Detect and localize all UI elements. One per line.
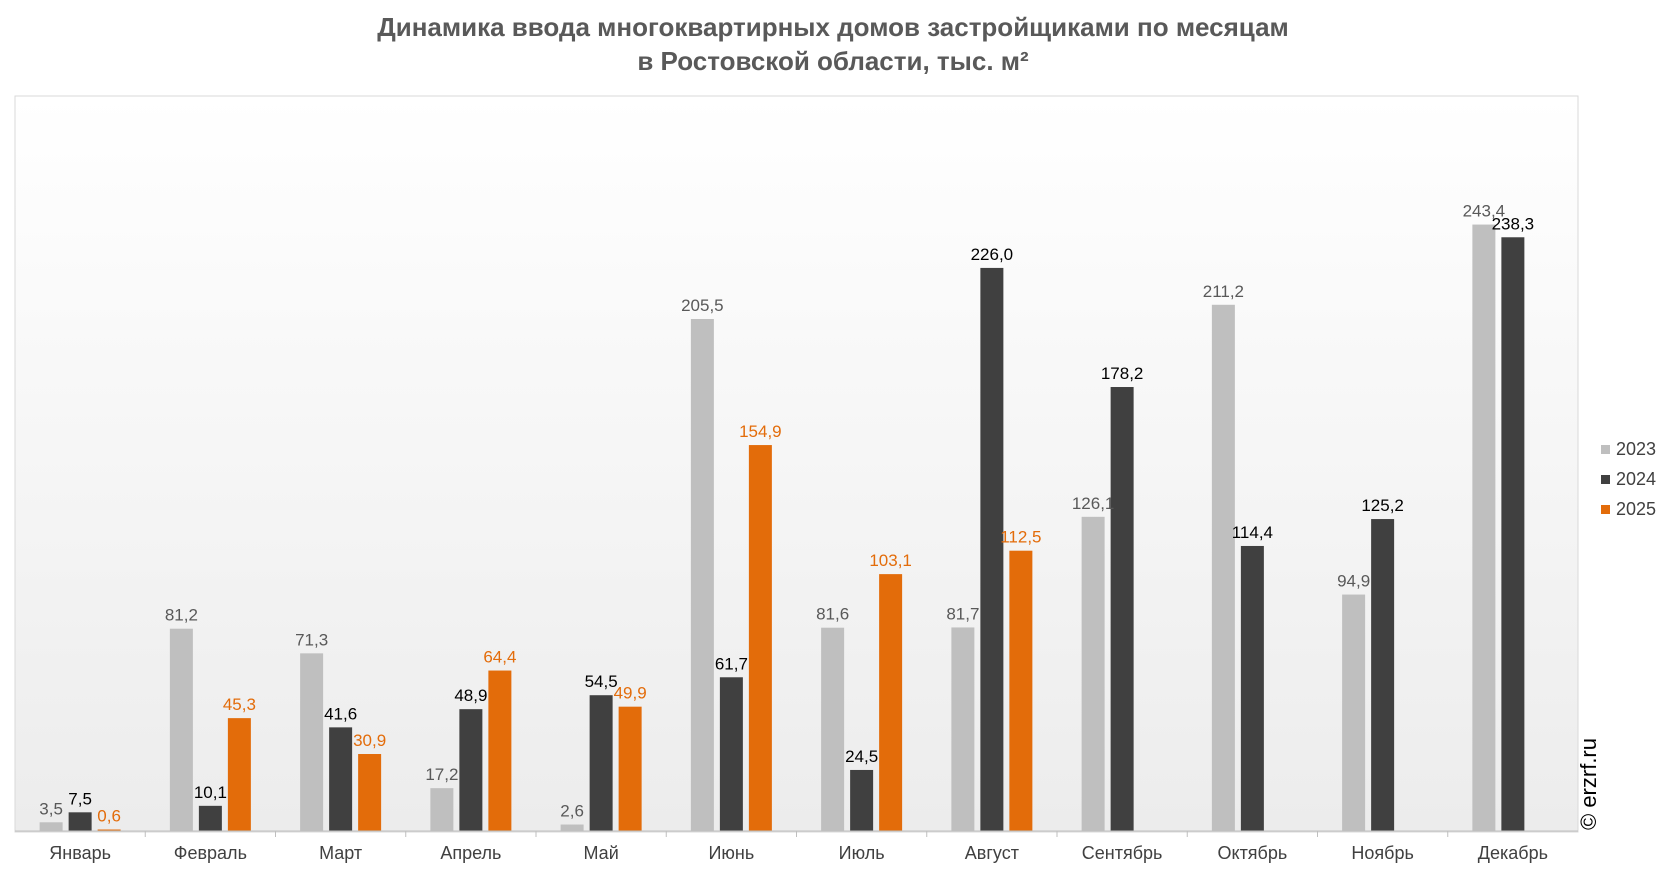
category-label-11: Декабрь [1478, 843, 1548, 863]
value-label-2024-10: 125,2 [1361, 496, 1404, 515]
bar-2023-1 [169, 628, 193, 831]
legend-swatch-2023 [1601, 444, 1610, 454]
legend-label-2024: 2024 [1616, 468, 1657, 489]
bar-2025-5 [748, 445, 772, 831]
value-label-2024-2: 41,6 [324, 704, 357, 723]
bar-2024-0 [68, 812, 92, 831]
category-label-4: Май [583, 843, 618, 863]
bar-2024-1 [198, 805, 222, 831]
value-label-2023-10: 94,9 [1337, 572, 1370, 591]
value-label-2025-7: 112,5 [1000, 528, 1041, 547]
bar-2025-1 [227, 718, 251, 831]
value-label-2023-7: 81,7 [946, 604, 979, 623]
bar-2025-0 [97, 829, 121, 831]
chart-title-line2: в Ростовской области, тыс. м² [637, 46, 1029, 76]
bar-2023-0 [39, 822, 63, 831]
category-label-2: Март [319, 843, 362, 863]
legend-label-2025: 2025 [1616, 498, 1657, 519]
bar-2024-4 [589, 695, 613, 831]
watermark: © erzrf.ru [1576, 738, 1601, 830]
value-labels-layer: 3,5 7,5 0,6 81,2 10,1 45,3 71,3 41,6 30,9 17,2 48,… [39, 202, 1534, 826]
category-label-0: Январь [49, 843, 111, 863]
chart-title: Динамика ввода многоквартирных домов зас… [0, 10, 1666, 78]
value-label-2025-5: 154,9 [739, 422, 782, 441]
bar-2024-2 [329, 727, 353, 831]
bar-2025-3 [488, 670, 512, 831]
value-label-2024-0: 7,5 [68, 789, 92, 808]
bar-2023-2 [300, 653, 324, 831]
value-label-2023-5: 205,5 [681, 296, 724, 315]
value-label-2024-1: 10,1 [194, 783, 227, 802]
bar-2023-7 [951, 627, 975, 831]
value-label-2025-0: 0,6 [97, 807, 121, 826]
value-label-2024-9: 114,4 [1232, 523, 1273, 542]
bars-layer [39, 224, 1525, 832]
bar-2023-8 [1081, 516, 1105, 831]
value-label-2024-5: 61,7 [715, 654, 748, 673]
value-label-2024-8: 178,2 [1101, 364, 1144, 383]
bar-2025-4 [618, 706, 642, 831]
bar-2024-5 [719, 677, 743, 831]
value-label-2024-4: 54,5 [585, 672, 618, 691]
x-axis-ticks [144, 831, 1449, 837]
legend-item-2024: 2024 [1601, 464, 1656, 494]
value-label-2023-11: 243,4 [1463, 202, 1506, 221]
category-label-7: Август [965, 843, 1019, 863]
value-label-2024-7: 226,0 [971, 245, 1014, 264]
legend: 2023 2024 2025 [1601, 434, 1656, 524]
value-label-2024-11: 238,3 [1492, 214, 1535, 233]
bar-2024-7 [980, 267, 1004, 831]
value-label-2023-0: 3,5 [39, 799, 63, 818]
value-label-2023-3: 17,2 [425, 765, 458, 784]
plot-area [14, 95, 1579, 833]
bar-2024-10 [1371, 519, 1395, 831]
bar-2024-3 [459, 709, 483, 831]
value-label-2024-6: 24,5 [845, 747, 878, 766]
value-label-2023-8: 126,1 [1072, 494, 1115, 513]
value-label-2025-1: 45,3 [223, 695, 256, 714]
value-label-2025-4: 49,9 [614, 684, 647, 703]
bar-2025-7 [1009, 550, 1033, 831]
bar-2025-6 [879, 574, 903, 831]
bar-2024-11 [1501, 237, 1525, 832]
value-label-2025-6: 103,1 [869, 551, 912, 570]
bar-2023-3 [430, 788, 454, 831]
value-label-2024-3: 48,9 [454, 686, 487, 705]
category-label-6: Июль [839, 843, 885, 863]
category-labels-layer: Январь Февраль Март Апрель Май Июнь Июль Август… [49, 843, 1548, 863]
value-label-2023-1: 81,2 [165, 606, 198, 625]
category-label-9: Октябрь [1217, 843, 1287, 863]
value-label-2023-2: 71,3 [295, 630, 328, 649]
value-label-2023-9: 211,2 [1203, 282, 1244, 301]
value-label-2023-6: 81,6 [816, 605, 849, 624]
bar-2024-8 [1110, 387, 1134, 831]
legend-swatch-2025 [1601, 504, 1610, 514]
category-label-3: Апрель [440, 843, 501, 863]
bar-2024-6 [850, 769, 874, 831]
value-label-2025-2: 30,9 [353, 731, 386, 750]
category-label-8: Сентябрь [1082, 843, 1163, 863]
legend-item-2023: 2023 [1601, 434, 1656, 464]
legend-item-2025: 2025 [1601, 494, 1656, 524]
category-label-1: Февраль [174, 843, 247, 863]
bar-2024-9 [1240, 545, 1264, 831]
bar-2023-11 [1472, 224, 1496, 831]
chart-title-line1: Динамика ввода многоквартирных домов зас… [377, 12, 1289, 42]
bar-2023-6 [821, 627, 845, 831]
bar-2023-5 [690, 318, 714, 831]
value-label-2025-3: 64,4 [483, 648, 516, 667]
legend-label-2023: 2023 [1616, 438, 1657, 459]
bar-2023-4 [560, 824, 584, 831]
bar-2025-2 [358, 754, 382, 831]
category-label-10: Ноябрь [1351, 843, 1413, 863]
value-label-2023-4: 2,6 [560, 802, 584, 821]
bar-2023-9 [1211, 304, 1235, 832]
bar-2023-10 [1342, 594, 1366, 831]
category-label-5: Июнь [708, 843, 754, 863]
legend-swatch-2024 [1601, 474, 1610, 484]
